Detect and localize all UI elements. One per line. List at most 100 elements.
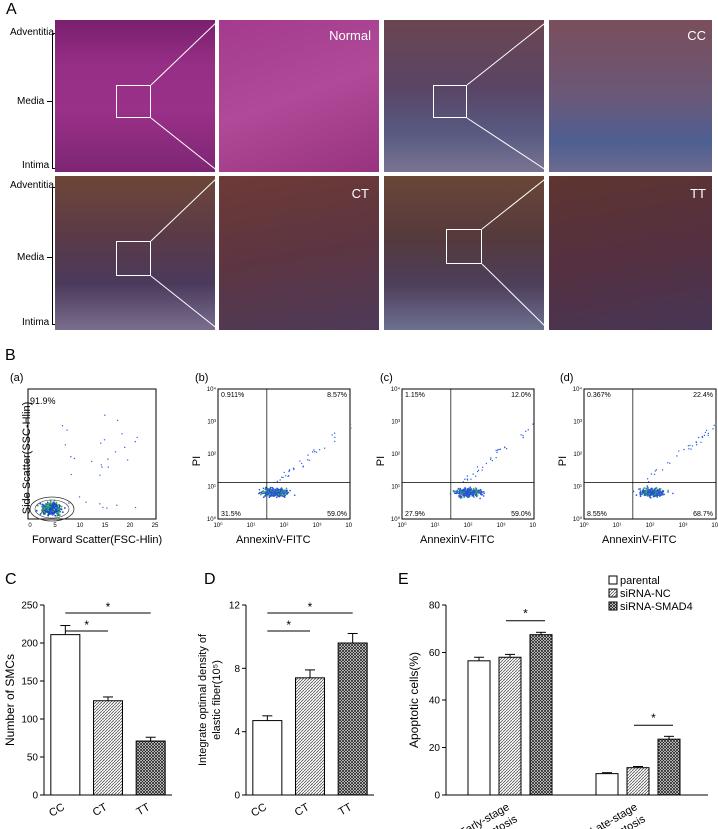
event-dot (283, 489, 286, 491)
log-x-tick: 10⁴ (711, 522, 718, 529)
panel-e-letter: E (398, 571, 409, 588)
event-dot (648, 493, 651, 495)
event-dot (313, 449, 315, 451)
event-dot (661, 490, 664, 492)
legend-swatch (608, 588, 618, 598)
event-dot (46, 511, 49, 513)
event-dot (522, 434, 524, 437)
y-tick-label: 8 (234, 664, 240, 675)
event-dot (52, 502, 54, 505)
event-dot (645, 494, 647, 497)
event-dot (60, 505, 63, 508)
event-dot (258, 491, 261, 494)
log-x-tick: 10¹ (431, 523, 440, 529)
event-dot (464, 478, 466, 480)
event-dot (655, 489, 657, 491)
event-dot (39, 502, 42, 505)
y-tick-label: 0 (32, 791, 38, 802)
tick (52, 168, 57, 169)
event-dot (643, 494, 646, 497)
event-dot (318, 449, 321, 451)
event-dot (52, 512, 55, 515)
event-dot (650, 473, 653, 475)
event-dot (265, 490, 267, 493)
event-dot (504, 446, 506, 448)
event-dot (658, 492, 660, 495)
event-dot (103, 439, 106, 441)
event-dot (44, 512, 47, 515)
y-tick-label: 0 (234, 791, 240, 802)
event-dot (124, 446, 126, 449)
event-dot (639, 490, 642, 492)
brace-row-2 (52, 187, 53, 325)
event-dot (351, 427, 352, 429)
event-dot (463, 491, 465, 494)
y-tick-label: 60 (429, 648, 441, 659)
event-dot (315, 451, 318, 453)
event-dot (459, 489, 461, 491)
event-dot (40, 511, 43, 514)
event-dot (275, 492, 278, 495)
event-dot (264, 495, 267, 497)
event-dot (107, 458, 109, 460)
event-dot (468, 488, 471, 490)
scatter-x-tick: 15 (102, 523, 109, 529)
log-x-tick: 10⁴ (345, 522, 352, 529)
event-dot (39, 513, 42, 515)
event-dot (43, 507, 46, 510)
log-y-tick: 10⁴ (207, 386, 217, 393)
roi-box-normal (116, 85, 151, 118)
event-dot (645, 491, 648, 493)
event-dot (482, 490, 485, 493)
x-tick-label: CC (47, 801, 67, 819)
flow-ylabel: PI (557, 455, 570, 467)
event-dot (41, 510, 44, 513)
event-dot (49, 505, 52, 508)
event-dot (49, 507, 52, 510)
event-dot (266, 491, 269, 494)
scatter-x-tick: 5 (53, 523, 57, 529)
roi-box-tt (446, 229, 482, 264)
sig-star: * (651, 711, 656, 725)
event-dot (100, 442, 102, 444)
panel-a-letter: A (6, 1, 17, 18)
event-dot (683, 448, 685, 451)
event-dot (260, 493, 262, 496)
log-y-tick: 10² (207, 452, 216, 458)
event-dot (333, 440, 336, 443)
event-dot (262, 491, 265, 493)
event-dot (505, 448, 508, 450)
event-dot (461, 492, 464, 495)
event-dot (655, 494, 658, 497)
scatter-x-tick: 0 (28, 523, 32, 529)
label-media-1: Media (17, 96, 45, 107)
x-tick-label: TT (135, 801, 153, 818)
event-dot (273, 495, 275, 498)
event-dot (46, 503, 48, 505)
event-dot (462, 494, 464, 496)
event-dot (56, 505, 59, 508)
event-dot (463, 495, 466, 497)
event-dot (458, 488, 460, 491)
event-dot (278, 495, 281, 498)
event-dot (61, 511, 64, 514)
y-tick-label: 80 (429, 601, 441, 612)
event-dot (308, 459, 311, 461)
event-dot (669, 462, 671, 464)
event-dot (47, 514, 50, 516)
event-dot (459, 487, 462, 490)
event-dot (99, 474, 101, 476)
event-dot (461, 489, 464, 491)
event-dot (475, 489, 478, 492)
event-dot (644, 493, 647, 495)
tissue-ct-zoom: CT (219, 176, 379, 330)
event-dot (299, 460, 301, 462)
event-dot (268, 495, 271, 498)
event-dot (269, 491, 272, 494)
event-dot (712, 428, 714, 430)
quadrant-pct-lr: 68.7% (693, 511, 713, 518)
event-dot (282, 495, 285, 498)
event-dot (689, 444, 691, 447)
event-dot (476, 494, 479, 496)
event-dot (456, 491, 459, 494)
